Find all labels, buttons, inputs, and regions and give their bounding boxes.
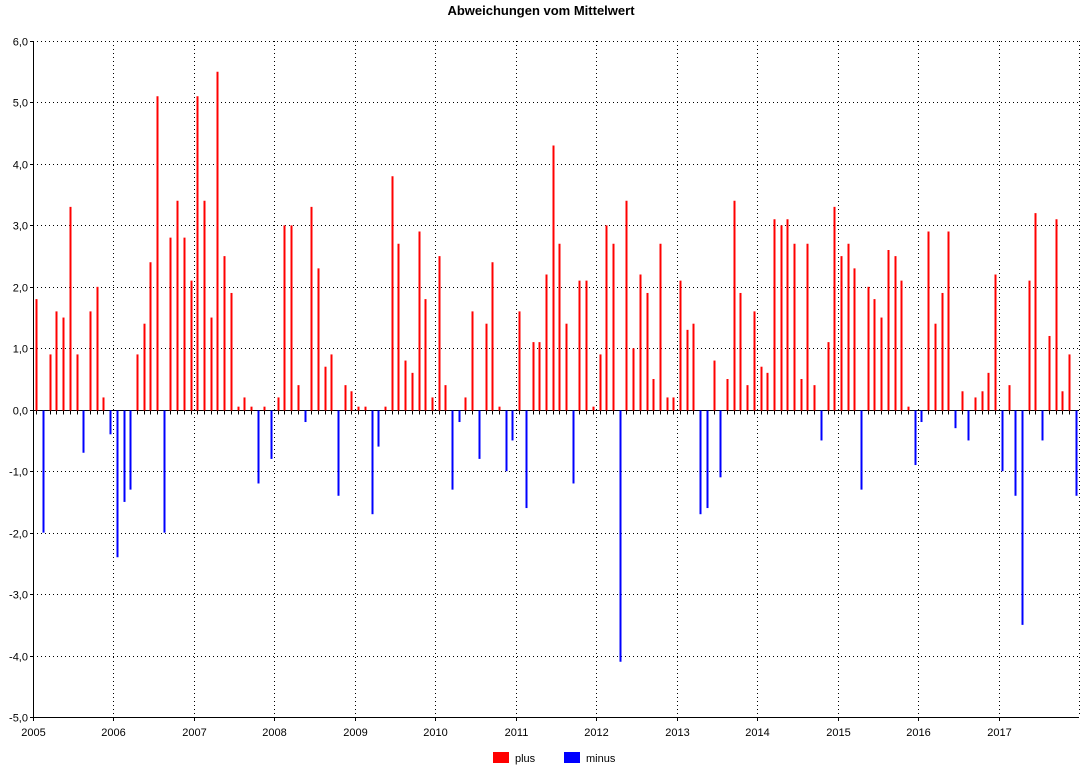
x-tick-label: 2015 xyxy=(826,727,850,739)
x-tick-label: 2011 xyxy=(505,727,529,739)
y-tick-label: 1,0 xyxy=(13,344,28,356)
legend-label-minus: minus xyxy=(586,753,616,765)
x-tick-label: 2016 xyxy=(906,727,930,739)
legend: plus minus xyxy=(493,752,616,765)
y-tick-label: -4,0 xyxy=(9,652,28,664)
y-tick-label: 5,0 xyxy=(13,98,28,110)
y-tick-label: 3,0 xyxy=(13,221,28,233)
x-tick-label: 2013 xyxy=(665,727,689,739)
legend-swatch-minus xyxy=(564,752,580,763)
x-axis-tick-labels: 2005 2006 2007 2008 2009 2010 2011 2012 2013 2014… xyxy=(21,727,1011,739)
axes xyxy=(30,41,1079,721)
y-tick-label: 4,0 xyxy=(13,160,28,172)
x-tick-label: 2012 xyxy=(584,727,608,739)
x-tick-label: 2014 xyxy=(745,727,769,739)
x-tick-label: 2006 xyxy=(101,727,125,739)
y-tick-label: -5,0 xyxy=(9,713,28,725)
chart-title: Abweichungen vom Mittelwert xyxy=(447,3,635,18)
y-tick-label: -2,0 xyxy=(9,529,28,541)
x-tick-label: 2005 xyxy=(21,727,45,739)
legend-swatch-plus xyxy=(493,752,509,763)
y-tick-label: -1,0 xyxy=(9,467,28,479)
y-tick-label: -3,0 xyxy=(9,590,28,602)
legend-label-plus: plus xyxy=(515,753,536,765)
x-tick-label: 2017 xyxy=(987,727,1011,739)
grid-lines xyxy=(33,41,1080,718)
x-tick-label: 2010 xyxy=(423,727,447,739)
y-tick-label: 0,0 xyxy=(13,406,28,418)
x-tick-label: 2007 xyxy=(182,727,206,739)
x-tick-label: 2009 xyxy=(343,727,367,739)
y-tick-label: 2,0 xyxy=(13,283,28,295)
bars xyxy=(35,71,1078,662)
x-tick-label: 2008 xyxy=(262,727,286,739)
y-tick-label: 6,0 xyxy=(13,37,28,49)
y-axis-tick-labels: 6,0 5,0 4,0 3,0 2,0 1,0 0,0 -1,0 -2,0 -3,0 -4,0 -5,… xyxy=(9,37,28,725)
